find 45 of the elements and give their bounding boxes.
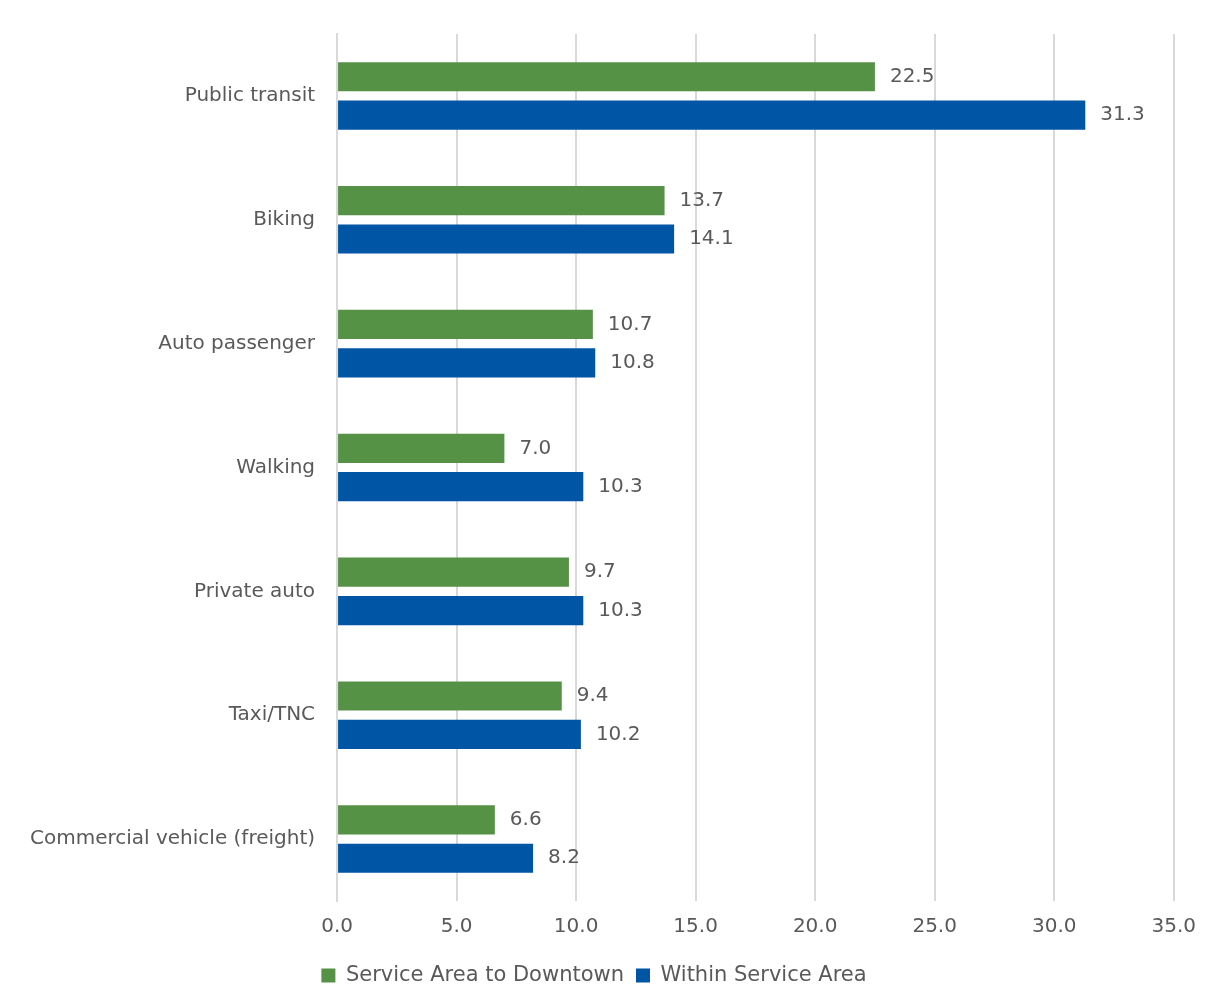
- bar: [338, 719, 581, 749]
- bar: [338, 224, 675, 254]
- bar: [338, 186, 665, 216]
- bar: [338, 348, 596, 378]
- data-label: 9.7: [583, 558, 616, 583]
- data-label: 10.2: [595, 720, 641, 745]
- data-label: 13.7: [679, 186, 725, 211]
- x-tick-label: 35.0: [1151, 913, 1196, 938]
- bar: [338, 595, 584, 626]
- y-tick-label: Auto passenger: [158, 329, 316, 354]
- y-tick-label: Private auto: [193, 577, 316, 602]
- data-label: 10.3: [598, 472, 643, 497]
- x-tick-label: 0.0: [321, 913, 353, 938]
- bar: [338, 681, 562, 711]
- bar: [338, 433, 505, 463]
- bar: [338, 557, 569, 587]
- data-label: 10.3: [598, 596, 643, 621]
- y-tick-label: Walking: [236, 453, 316, 478]
- y-tick-label: Commercial vehicle (freight): [29, 825, 316, 850]
- x-tick-label: 5.0: [440, 913, 473, 938]
- x-tick-label: 25.0: [912, 913, 957, 938]
- y-tick-label: Biking: [253, 205, 316, 230]
- bar: [338, 805, 495, 835]
- x-tick-label: 10.0: [553, 913, 599, 938]
- bar: [338, 472, 584, 502]
- x-tick-label: 30.0: [1031, 913, 1077, 938]
- bar: [338, 843, 534, 873]
- legend-label: Within Service Area: [660, 961, 867, 986]
- data-label: 31.3: [1100, 101, 1145, 126]
- data-label: 9.4: [576, 682, 609, 707]
- data-label: 22.5: [889, 62, 935, 87]
- y-tick-label: Taxi/TNC: [227, 701, 316, 726]
- x-tick-label: 20.0: [792, 913, 838, 938]
- legend-label: Service Area to Downtown: [345, 961, 625, 986]
- data-label: 7.0: [519, 434, 552, 459]
- bar: [338, 100, 1086, 130]
- data-label: 6.6: [509, 806, 542, 831]
- x-tick-label: 15.0: [673, 913, 718, 938]
- bar: [338, 62, 875, 92]
- data-label: 14.1: [689, 225, 734, 250]
- bar: [338, 309, 593, 340]
- data-label: 8.2: [548, 844, 580, 869]
- data-label: 10.8: [610, 349, 655, 374]
- y-tick-label: Public transit: [184, 82, 316, 107]
- data-label: 10.7: [607, 310, 653, 335]
